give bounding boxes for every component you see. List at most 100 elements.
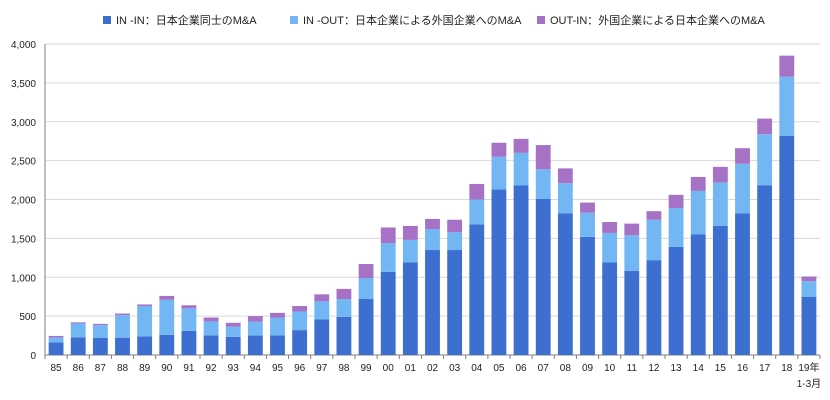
bar-segment-in-out [292,311,308,331]
bar-segment-out-in [314,294,330,302]
y-tick-label: 1,000 [11,273,36,284]
x-tick-label: 19年 [798,361,819,374]
bar-segment-in-in [137,336,153,355]
x-tick-label: 14 [693,363,705,374]
bar-segment-out-in [712,166,728,183]
bar-segment-out-in [690,176,706,191]
bar-segment-out-in [735,148,750,164]
legend-item-in-out: IN -OUT：日本企業による外国企業へのM&A [290,12,521,28]
x-tick-label: 07 [538,363,550,374]
bar-segment-in-out [181,308,197,331]
x-tick-label: 10 [604,363,616,374]
x-tick-label: 02 [427,363,439,374]
bar-segment-in-out [690,190,706,235]
bar-segment-in-in [535,198,551,355]
bar-segment-in-out [225,326,241,337]
legend-label-in-in: IN -IN：日本企業同士のM&A [116,15,257,27]
x-tick-label: 91 [183,363,195,374]
bar-segment-in-in [92,337,108,355]
bar-segment-out-in [137,304,153,307]
bar-segment-out-in [602,222,618,233]
bar-segment-out-in [624,223,640,236]
bar-segment-in-in [712,225,728,355]
bar-segment-in-out [203,321,219,336]
x-tick-label: 87 [95,363,107,374]
x-tick-label: 06 [516,363,528,374]
bar-segment-in-in [115,337,130,355]
bar-segment-in-out [557,183,573,214]
bar-segment-in-out [137,306,153,337]
x-tick-label: 97 [316,363,328,374]
bar-segment-in-in [358,299,374,355]
legend-swatch-out-in [537,16,545,24]
bar-segment-in-in [690,234,706,355]
bar-segment-in-out [314,301,330,320]
x-tick-label: 92 [206,363,218,374]
x-tick-label: 98 [338,363,350,374]
bar-segment-out-in [292,306,308,312]
x-tick-label: 94 [250,363,262,374]
y-tick-label: 1,500 [11,234,36,245]
legend-swatch-in-out [290,16,298,24]
bar-segment-out-in [70,322,86,324]
bar-segment-in-out [491,156,507,190]
bar-segment-in-out [402,239,418,263]
bar-segment-in-out [668,208,684,247]
bar-segment-in-out [646,219,662,261]
bar-segment-in-in [801,296,817,355]
bar-segment-in-out [469,199,485,225]
x-tick-label: 16 [737,363,749,374]
legend-label-in-out: IN -OUT：日本企業による外国企業へのM&A [303,15,522,27]
bar-segment-out-in [646,211,662,220]
bar-segment-in-in [580,236,595,355]
x-tick-sublabel: 1-3月 [797,378,821,390]
bar-segment-out-in [469,183,485,200]
bar-segment-in-in [247,335,263,355]
bar-segment-out-in [225,322,241,327]
bar-segment-out-in [557,168,573,184]
bar-segment-out-in [358,264,374,279]
x-tick-label: 89 [139,363,151,374]
bar-segment-in-out [336,299,352,317]
x-tick-label: 01 [405,363,417,374]
bar-segment-in-in [602,262,618,355]
bar-segment-in-in [48,342,64,355]
bar-segment-in-in [491,189,507,355]
bar-segment-out-in [402,225,418,240]
bar-segment-in-out [624,235,640,272]
bar-segment-out-in [203,317,219,322]
legend-label-out-in: OUT-IN：外国企業による日本企業へのM&A [550,15,765,27]
bar-segment-out-in [779,55,795,77]
bar-segment-in-in [314,319,330,355]
bar-segment-out-in [535,145,551,170]
bar-segment-in-out [270,317,285,336]
bar-segment-in-out [602,232,618,263]
x-tick-label: 99 [361,363,373,374]
bar-segment-in-out [70,323,86,338]
bar-segment-in-in [557,213,573,355]
x-tick-label: 95 [272,363,284,374]
bar-segment-out-in [425,218,440,230]
bar-segment-out-in [757,118,773,135]
x-tick-label: 12 [648,363,660,374]
x-tick-label: 11 [627,363,638,374]
y-tick-label: 0 [30,351,36,362]
bar-segment-in-in [159,334,175,355]
x-tick-label: 93 [228,363,240,374]
bar-segment-in-out [115,315,130,338]
bar-segment-in-in [225,336,241,355]
bar-segment-out-in [513,138,529,153]
bar-segment-in-in [203,335,219,355]
bar-segment-in-out [779,76,795,136]
legend-swatch-in-in [103,16,111,24]
bar-segment-in-in [447,250,463,355]
x-tick-label: 09 [582,363,594,374]
x-tick-label: 88 [117,363,129,374]
y-tick-label: 3,000 [11,118,36,129]
bar-segment-out-in [801,276,817,282]
y-tick-label: 2,000 [11,196,36,207]
bar-segment-in-in [336,316,352,355]
bar-segment-out-in [380,227,396,244]
